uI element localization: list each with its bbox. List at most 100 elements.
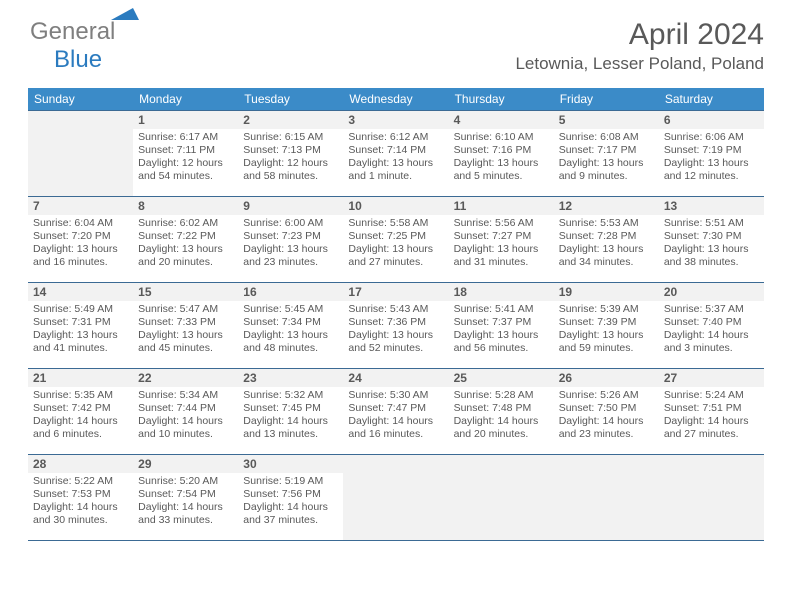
sunset-text: Sunset: 7:25 PM [348, 230, 443, 243]
daylight-text: and 20 minutes. [138, 256, 233, 269]
day-cell: 17Sunrise: 5:43 AMSunset: 7:36 PMDayligh… [343, 283, 448, 369]
sunset-text: Sunset: 7:19 PM [664, 144, 759, 157]
sunrise-text: Sunrise: 5:26 AM [559, 389, 654, 402]
sunrise-text: Sunrise: 5:28 AM [454, 389, 549, 402]
day-number: 18 [449, 283, 554, 301]
day-cell: 8Sunrise: 6:02 AMSunset: 7:22 PMDaylight… [133, 197, 238, 283]
daylight-text: and 23 minutes. [559, 428, 654, 441]
daylight-text: Daylight: 14 hours [348, 415, 443, 428]
sunset-text: Sunset: 7:36 PM [348, 316, 443, 329]
daylight-text: Daylight: 14 hours [243, 415, 338, 428]
weekday-header: Sunday [28, 88, 133, 111]
day-cell [659, 455, 764, 541]
daylight-text: and 12 minutes. [664, 170, 759, 183]
day-cell: 20Sunrise: 5:37 AMSunset: 7:40 PMDayligh… [659, 283, 764, 369]
week-row: 7Sunrise: 6:04 AMSunset: 7:20 PMDaylight… [28, 197, 764, 283]
day-number: 24 [343, 369, 448, 387]
daylight-text: and 59 minutes. [559, 342, 654, 355]
sunrise-text: Sunrise: 5:56 AM [454, 217, 549, 230]
day-number: 17 [343, 283, 448, 301]
week-row: 21Sunrise: 5:35 AMSunset: 7:42 PMDayligh… [28, 369, 764, 455]
day-number: 15 [133, 283, 238, 301]
daylight-text: and 16 minutes. [33, 256, 128, 269]
sunrise-text: Sunrise: 6:04 AM [33, 217, 128, 230]
day-number: 10 [343, 197, 448, 215]
sunrise-text: Sunrise: 5:37 AM [664, 303, 759, 316]
daylight-text: Daylight: 13 hours [138, 243, 233, 256]
daylight-text: and 58 minutes. [243, 170, 338, 183]
day-cell: 11Sunrise: 5:56 AMSunset: 7:27 PMDayligh… [449, 197, 554, 283]
daylight-text: Daylight: 12 hours [243, 157, 338, 170]
sunrise-text: Sunrise: 6:12 AM [348, 131, 443, 144]
daylight-text: Daylight: 13 hours [243, 243, 338, 256]
day-number: 27 [659, 369, 764, 387]
sunrise-text: Sunrise: 6:02 AM [138, 217, 233, 230]
day-number: 6 [659, 111, 764, 129]
sunset-text: Sunset: 7:47 PM [348, 402, 443, 415]
sunset-text: Sunset: 7:20 PM [33, 230, 128, 243]
daylight-text: Daylight: 13 hours [454, 329, 549, 342]
sunrise-text: Sunrise: 5:51 AM [664, 217, 759, 230]
day-number: 20 [659, 283, 764, 301]
daylight-text: and 56 minutes. [454, 342, 549, 355]
daylight-text: and 20 minutes. [454, 428, 549, 441]
sunrise-text: Sunrise: 5:35 AM [33, 389, 128, 402]
weekday-header-row: Sunday Monday Tuesday Wednesday Thursday… [28, 88, 764, 111]
day-number: 28 [28, 455, 133, 473]
sunrise-text: Sunrise: 5:47 AM [138, 303, 233, 316]
sunrise-text: Sunrise: 5:41 AM [454, 303, 549, 316]
logo-triangle-icon [111, 4, 139, 20]
daylight-text: Daylight: 14 hours [138, 501, 233, 514]
day-number: 30 [238, 455, 343, 473]
daylight-text: Daylight: 14 hours [243, 501, 338, 514]
day-cell: 18 Sunrise: 5:41 AMSunset: 7:37 PMDayligh… [449, 283, 554, 369]
day-cell: 12Sunrise: 5:53 AMSunset: 7:28 PMDayligh… [554, 197, 659, 283]
daylight-text: Daylight: 13 hours [664, 243, 759, 256]
sunset-text: Sunset: 7:50 PM [559, 402, 654, 415]
weekday-header: Monday [133, 88, 238, 111]
daylight-text: and 37 minutes. [243, 514, 338, 527]
daylight-text: Daylight: 13 hours [348, 157, 443, 170]
day-number: 13 [659, 197, 764, 215]
week-row: 14Sunrise: 5:49 AMSunset: 7:31 PMDayligh… [28, 283, 764, 369]
day-cell: 21Sunrise: 5:35 AMSunset: 7:42 PMDayligh… [28, 369, 133, 455]
day-number: 2 [238, 111, 343, 129]
sunset-text: Sunset: 7:53 PM [33, 488, 128, 501]
sunrise-text: Sunrise: 6:06 AM [664, 131, 759, 144]
daylight-text: Daylight: 14 hours [138, 415, 233, 428]
day-cell: 2Sunrise: 6:15 AMSunset: 7:13 PMDaylight… [238, 111, 343, 197]
daylight-text: Daylight: 14 hours [559, 415, 654, 428]
day-cell: 25Sunrise: 5:28 AMSunset: 7:48 PMDayligh… [449, 369, 554, 455]
sunset-text: Sunset: 7:48 PM [454, 402, 549, 415]
daylight-text: and 30 minutes. [33, 514, 128, 527]
daylight-text: and 34 minutes. [559, 256, 654, 269]
page-title: April 2024 [515, 18, 764, 52]
day-cell: 28 Sunrise: 5:22 AMSunset: 7:53 PMDayligh… [28, 455, 133, 541]
sunrise-text: Sunrise: 5:22 AM [33, 475, 128, 488]
daylight-text: Daylight: 14 hours [33, 501, 128, 514]
day-number: 16 [238, 283, 343, 301]
week-row: 1Sunrise: 6:17 AMSunset: 7:11 PMDaylight… [28, 111, 764, 197]
sunset-text: Sunset: 7:45 PM [243, 402, 338, 415]
day-cell: 23Sunrise: 5:32 AMSunset: 7:45 PMDayligh… [238, 369, 343, 455]
sunset-text: Sunset: 7:37 PM [454, 316, 549, 329]
day-cell: 27Sunrise: 5:24 AMSunset: 7:51 PMDayligh… [659, 369, 764, 455]
sunset-text: Sunset: 7:51 PM [664, 402, 759, 415]
day-cell: 26Sunrise: 5:26 AMSunset: 7:50 PMDayligh… [554, 369, 659, 455]
daylight-text: Daylight: 13 hours [138, 329, 233, 342]
sunrise-text: Sunrise: 6:10 AM [454, 131, 549, 144]
day-cell [343, 455, 448, 541]
daylight-text: Daylight: 13 hours [454, 243, 549, 256]
day-cell: 15Sunrise: 5:47 AMSunset: 7:33 PMDayligh… [133, 283, 238, 369]
logo-text-gray: General [30, 18, 115, 45]
day-cell: 13Sunrise: 5:51 AMSunset: 7:30 PMDayligh… [659, 197, 764, 283]
daylight-text: and 13 minutes. [243, 428, 338, 441]
day-number: 22 [133, 369, 238, 387]
sunrise-text: Sunrise: 5:45 AM [243, 303, 338, 316]
sunset-text: Sunset: 7:11 PM [138, 144, 233, 157]
logo-text-blue: Blue [54, 46, 102, 73]
day-cell [554, 455, 659, 541]
sunrise-text: Sunrise: 5:34 AM [138, 389, 233, 402]
day-number: 1 [133, 111, 238, 129]
day-number: 23 [238, 369, 343, 387]
